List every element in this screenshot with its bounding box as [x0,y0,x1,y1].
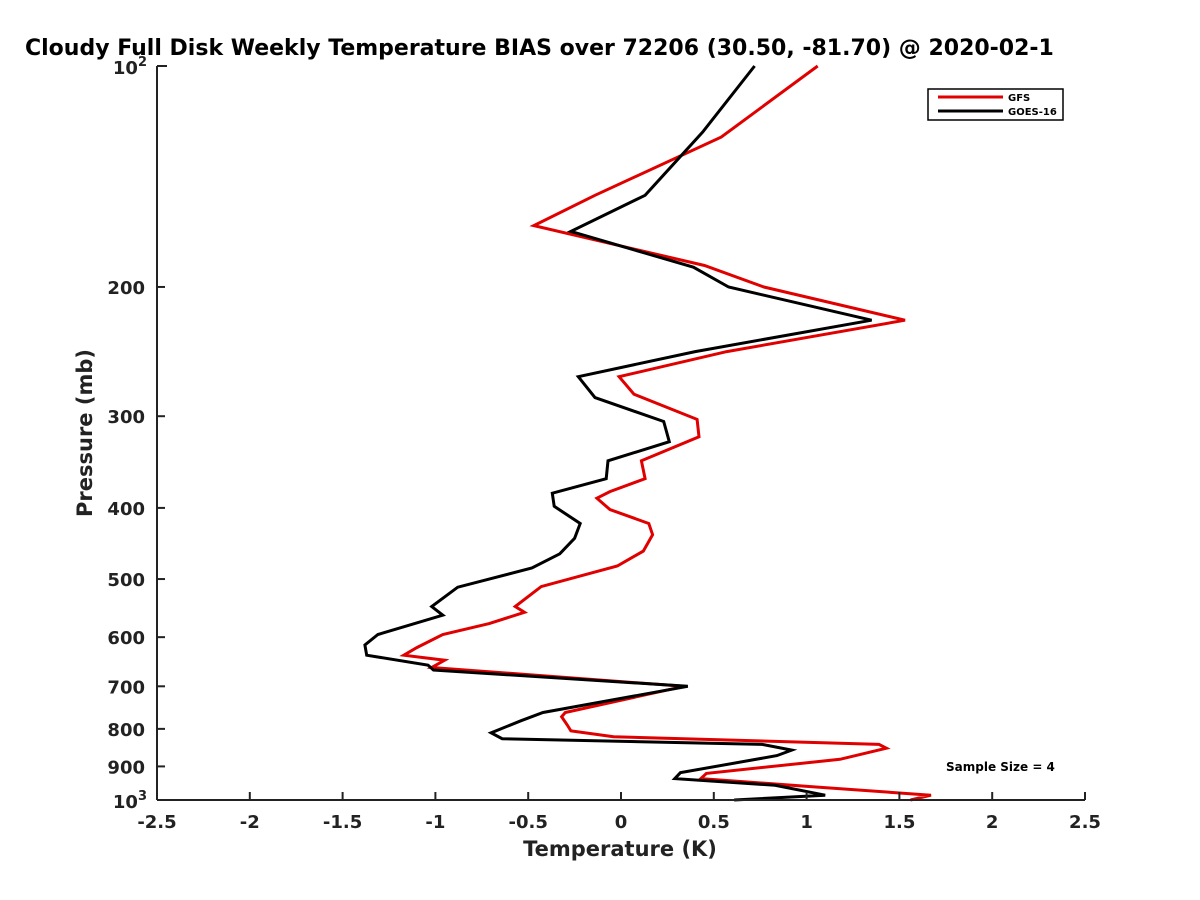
y-tick-label-1: 300 [107,407,145,428]
y-tick-label-5: 700 [107,677,145,698]
series-layer [363,64,932,802]
x-tick-label-3: -1 [425,812,445,833]
legend: GFS GOES-16 [927,88,1064,121]
series-line-0 [399,64,932,802]
y-tick-label-6: 800 [107,720,145,741]
x-tick-label-7: 1 [800,812,813,833]
axes-layer: -2.5 -2 -1.5 -1 -0.5 0 0.5 1 1.5 2 2.5 200 300 400 500… [107,55,1101,833]
x-tick-label-4: -0.5 [509,812,548,833]
series-line-1 [363,65,872,802]
legend-label-gfs: GFS [1008,93,1030,104]
y-decade-label-1: 103 [113,789,147,813]
legend-box [927,88,1064,121]
legend-label-goes16: GOES-16 [1008,107,1057,118]
y-tick-label-4: 600 [107,628,145,649]
x-tick-label-0: -2.5 [137,812,176,833]
x-tick-label-10: 2.5 [1069,812,1101,833]
y-axis-label: Pressure (mb) [73,349,97,517]
x-tick-label-1: -2 [240,812,260,833]
x-tick-label-9: 2 [986,812,999,833]
x-tick-label-8: 1.5 [883,812,915,833]
sample-size-annotation: Sample Size = 4 [946,760,1055,774]
x-tick-label-2: -1.5 [323,812,362,833]
y-tick-label-2: 400 [107,499,145,520]
x-tick-label-5: 0 [615,812,628,833]
x-tick-label-6: 0.5 [698,812,730,833]
y-tick-label-3: 500 [107,570,145,591]
chart-title: Cloudy Full Disk Weekly Temperature BIAS… [25,36,1054,61]
x-axis-label: Temperature (K) [523,837,717,861]
y-tick-label-7: 900 [107,757,145,778]
y-decade-label-0: 102 [113,55,147,79]
y-tick-label-0: 200 [107,278,145,299]
